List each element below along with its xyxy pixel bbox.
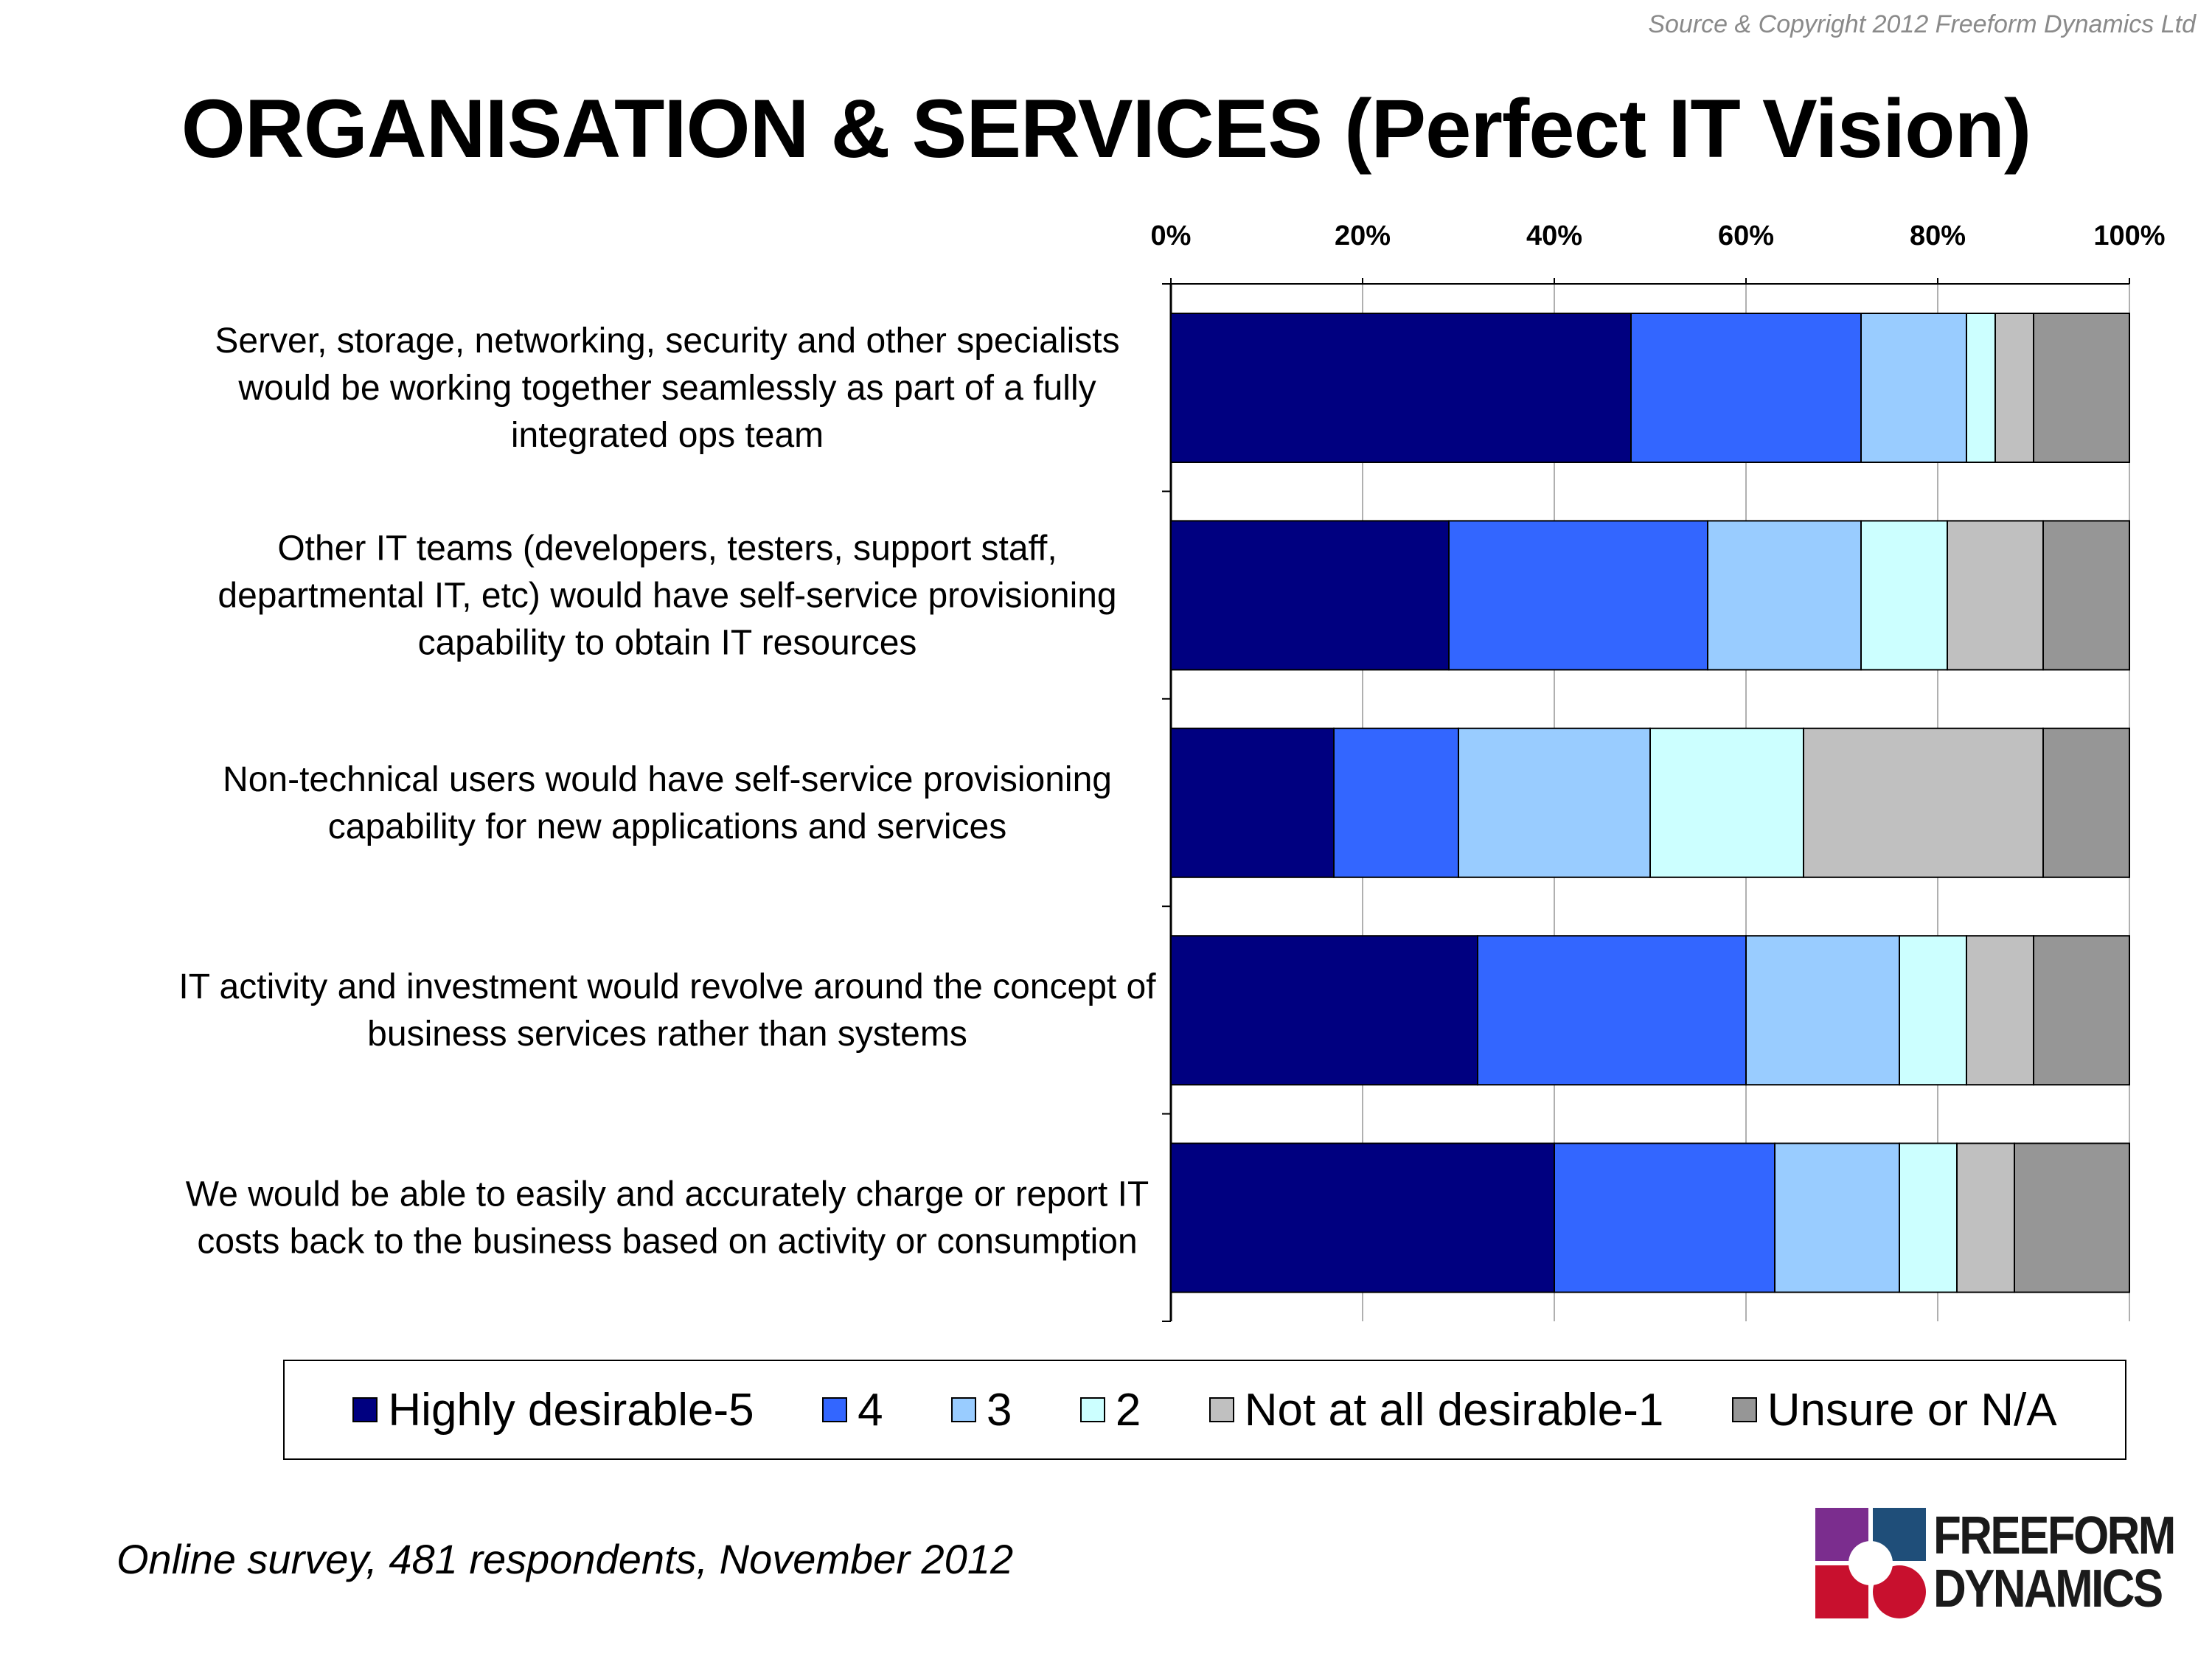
bar-segment <box>1899 935 1967 1086</box>
category-label-line: capability for new applications and serv… <box>328 807 1006 846</box>
category-label-line: We would be able to easily and accuratel… <box>186 1175 1149 1214</box>
legend-swatch <box>1079 1397 1105 1422</box>
bar-segment <box>1448 520 1708 671</box>
legend-label: Unsure or N/A <box>1767 1384 2057 1436</box>
legend-swatch <box>950 1397 976 1422</box>
legend-label: 2 <box>1115 1384 1141 1436</box>
category-label-line: would be working together seamlessly as … <box>237 369 1096 408</box>
bar-segment <box>1333 727 1459 878</box>
legend-label: 4 <box>858 1384 883 1436</box>
logo-wordmark: FREEFORM DYNAMICS <box>1933 1506 2176 1618</box>
bar-segment <box>1170 727 1335 878</box>
legend-label: Not at all desirable-1 <box>1244 1384 1664 1436</box>
bar-segment <box>1477 935 1747 1086</box>
category-label: Server, storage, networking, security an… <box>215 321 1119 455</box>
x-tick-label: 60% <box>1718 220 1774 251</box>
bar-segment <box>1745 935 1900 1086</box>
category-label-line: Server, storage, networking, security an… <box>215 321 1119 361</box>
bar-segment <box>1170 1142 1555 1293</box>
chart-legend: Highly desirable-5 4 3 2 Not at all desirabl… <box>283 1360 2126 1460</box>
bar-segment <box>1947 520 2044 671</box>
logo-line1: FREEFORM <box>1933 1506 2176 1565</box>
bar-segment <box>1170 520 1450 671</box>
category-label-line: departmental IT, etc) would have self-se… <box>218 576 1116 615</box>
bar-segment <box>1956 1142 2015 1293</box>
bar-segment <box>1170 935 1478 1086</box>
bar-segment <box>1554 1142 1775 1293</box>
bar-segment <box>2042 520 2130 671</box>
bar-chart: 0% 20% 40% 60% 80% 100% Server, storage, netwo… <box>178 220 2166 1322</box>
x-tick-label: 40% <box>1526 220 1582 251</box>
category-label-line: costs back to the business based on acti… <box>197 1222 1137 1262</box>
logo-mark-icon <box>1815 1508 1926 1618</box>
bar-segment <box>1860 313 1967 463</box>
category-label: We would be able to easily and accuratel… <box>186 1175 1149 1262</box>
bar-segment <box>1774 1142 1900 1293</box>
legend-swatch <box>822 1397 848 1422</box>
bar-segment <box>1649 727 1804 878</box>
bar-segment <box>2033 313 2130 463</box>
category-label: IT activity and investment would revolve… <box>178 967 1156 1054</box>
legend-swatch <box>1731 1397 1757 1422</box>
legend-swatch <box>1208 1397 1234 1422</box>
x-tick-label: 100% <box>2093 220 2165 251</box>
x-tick-label: 20% <box>1335 220 1391 251</box>
legend-label: 3 <box>986 1384 1012 1436</box>
logo-line2: DYNAMICS <box>1933 1559 2163 1618</box>
category-label-line: Other IT teams (developers, testers, sup… <box>277 529 1057 568</box>
bar-segment <box>1458 727 1651 878</box>
category-label: Non-technical users would have self-serv… <box>223 760 1112 846</box>
category-label-line: Non-technical users would have self-serv… <box>223 760 1112 799</box>
legend-label: Highly desirable-5 <box>388 1384 754 1436</box>
bar-segment <box>1966 313 1996 463</box>
bar-segment <box>1170 313 1632 463</box>
bar-segment <box>2033 935 2130 1086</box>
legend-item: 3 <box>950 1384 1012 1436</box>
legend-item: Unsure or N/A <box>1731 1384 2057 1436</box>
freeform-dynamics-logo: FREEFORM DYNAMICS <box>1815 1508 2176 1618</box>
x-tick-label: 0% <box>1151 220 1192 251</box>
x-tick-label: 80% <box>1910 220 1966 251</box>
bar-segment <box>1966 935 2034 1086</box>
bar-segment <box>1860 520 1948 671</box>
source-copyright: Source & Copyright 2012 Freeform Dynamic… <box>1648 10 2196 38</box>
category-label: Other IT teams (developers, testers, sup… <box>218 529 1116 662</box>
category-label-line: capability to obtain IT resources <box>418 623 917 662</box>
category-label-line: IT activity and investment would revolve… <box>178 967 1156 1006</box>
bar-segment <box>1803 727 2044 878</box>
bar-segment <box>2042 727 2130 878</box>
legend-item: 2 <box>1079 1384 1141 1436</box>
legend-item: Not at all desirable-1 <box>1208 1384 1664 1436</box>
bar-segment <box>1630 313 1862 463</box>
chart-title: ORGANISATION & SERVICES (Perfect IT Visi… <box>181 83 2032 175</box>
bar-segment <box>2014 1142 2130 1293</box>
bar-segment <box>1899 1142 1958 1293</box>
legend-swatch <box>352 1397 378 1422</box>
legend-item: Highly desirable-5 <box>352 1384 754 1436</box>
bar-segment <box>1994 313 2034 463</box>
legend-item: 4 <box>822 1384 883 1436</box>
category-label-line: integrated ops team <box>511 416 824 455</box>
survey-footnote: Online survey, 481 respondents, November… <box>116 1536 1014 1582</box>
bar-segment <box>1707 520 1862 671</box>
category-label-line: business services rather than systems <box>367 1015 967 1054</box>
